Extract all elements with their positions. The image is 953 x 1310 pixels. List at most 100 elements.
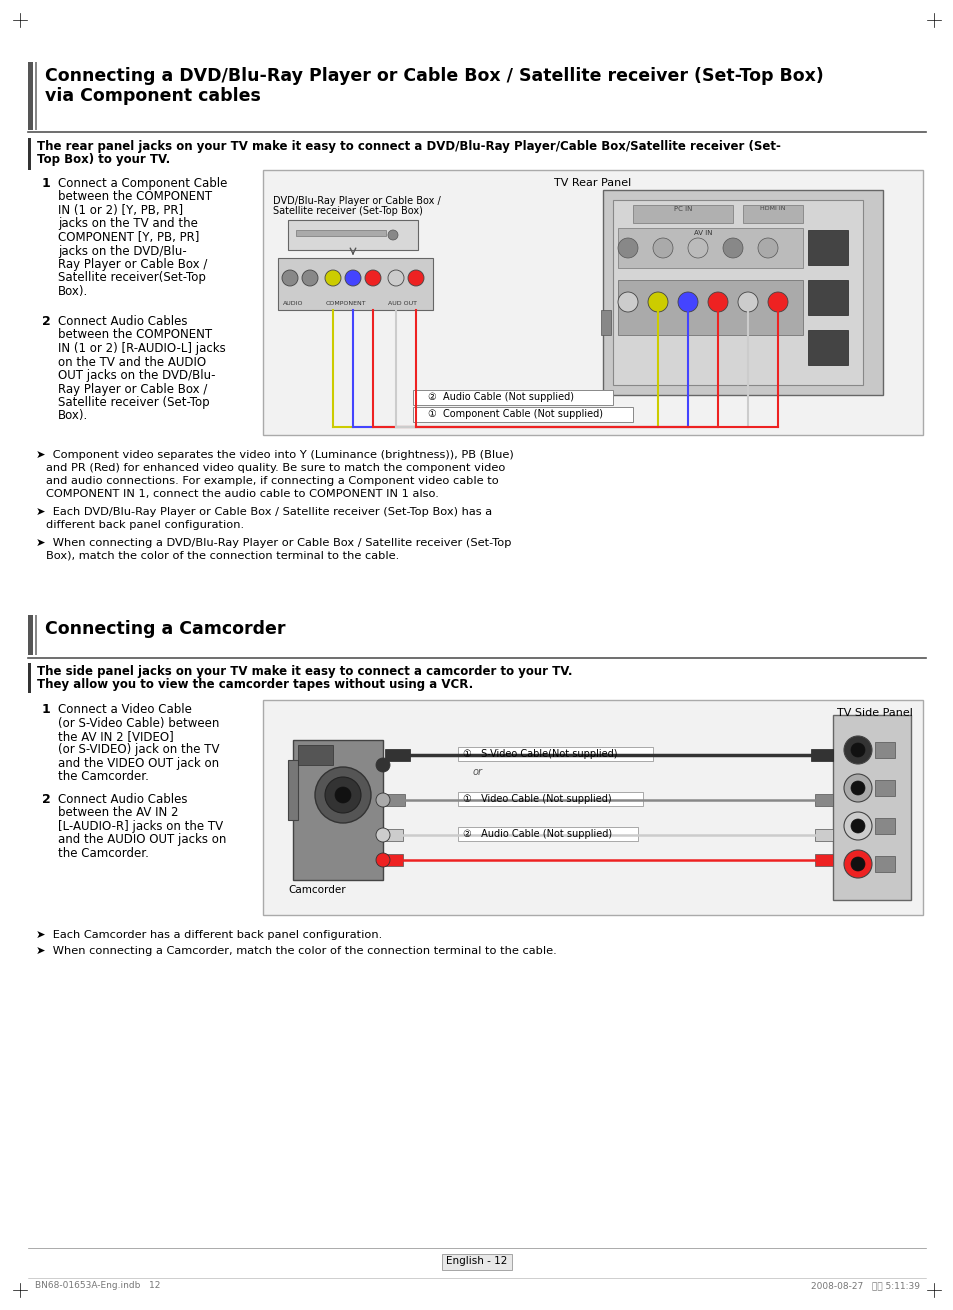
Circle shape — [375, 758, 390, 772]
Circle shape — [647, 292, 667, 312]
Text: the Camcorder.: the Camcorder. — [58, 848, 149, 859]
Text: 1: 1 — [42, 703, 51, 717]
Bar — [413, 390, 613, 405]
Circle shape — [618, 238, 638, 258]
Bar — [385, 829, 402, 841]
Bar — [413, 407, 633, 422]
Text: (or S-VIDEO) jack on the TV: (or S-VIDEO) jack on the TV — [58, 744, 219, 756]
Text: ➤  Each DVD/Blu-Ray Player or Cable Box / Satellite receiver (Set-Top Box) has a: ➤ Each DVD/Blu-Ray Player or Cable Box /… — [36, 507, 492, 517]
Circle shape — [375, 853, 390, 867]
Bar — [288, 760, 297, 820]
Text: jacks on the DVD/Blu-: jacks on the DVD/Blu- — [58, 245, 187, 258]
Text: Ray Player or Cable Box /: Ray Player or Cable Box / — [58, 258, 207, 271]
Circle shape — [843, 736, 871, 764]
Text: between the COMPONENT: between the COMPONENT — [58, 329, 212, 342]
Bar — [385, 854, 402, 866]
Text: [L-AUDIO-R] jacks on the TV: [L-AUDIO-R] jacks on the TV — [58, 820, 223, 833]
Bar — [807, 330, 847, 365]
Text: 2: 2 — [42, 793, 51, 806]
Bar — [742, 204, 802, 223]
Bar — [263, 700, 923, 914]
Circle shape — [758, 238, 778, 258]
Text: They allow you to view the camcorder tapes without using a VCR.: They allow you to view the camcorder tap… — [37, 679, 473, 690]
Text: ①   S-Video Cable(Not supplied): ① S-Video Cable(Not supplied) — [462, 749, 617, 758]
Circle shape — [618, 292, 638, 312]
Bar — [618, 228, 802, 269]
Text: IN (1 or 2) [R-AUDIO-L] jacks: IN (1 or 2) [R-AUDIO-L] jacks — [58, 342, 226, 355]
Text: and audio connections. For example, if connecting a Component video cable to: and audio connections. For example, if c… — [46, 476, 498, 486]
Bar — [874, 741, 894, 758]
Text: 1: 1 — [42, 177, 51, 190]
Text: ②   Audio Cable (Not supplied): ② Audio Cable (Not supplied) — [462, 829, 612, 838]
Text: AUD OUT: AUD OUT — [388, 301, 416, 307]
Bar — [385, 749, 410, 761]
Bar — [441, 1254, 512, 1269]
Circle shape — [843, 774, 871, 802]
Text: Connect Audio Cables: Connect Audio Cables — [58, 314, 188, 328]
Circle shape — [652, 238, 672, 258]
Bar — [874, 855, 894, 872]
Bar — [807, 280, 847, 314]
Bar — [832, 715, 910, 900]
Text: Satellite receiver(Set-Top: Satellite receiver(Set-Top — [58, 271, 206, 284]
Text: (or S-Video Cable) between: (or S-Video Cable) between — [58, 717, 219, 730]
Text: Box).: Box). — [58, 410, 89, 423]
Bar — [814, 794, 832, 806]
Text: jacks on the TV and the: jacks on the TV and the — [58, 217, 197, 231]
Text: ➤  Component video separates the video into Y (Luminance (brightness)), PB (Blue: ➤ Component video separates the video in… — [36, 451, 514, 460]
Text: OUT jacks on the DVD/Blu-: OUT jacks on the DVD/Blu- — [58, 369, 215, 383]
Text: Box).: Box). — [58, 286, 89, 297]
Text: AV IN: AV IN — [693, 231, 712, 236]
Bar — [618, 280, 802, 335]
Circle shape — [335, 787, 351, 803]
Bar — [814, 854, 832, 866]
Text: the Camcorder.: the Camcorder. — [58, 770, 149, 783]
Bar — [35, 62, 37, 130]
Text: TV Rear Panel: TV Rear Panel — [554, 178, 631, 189]
Circle shape — [325, 777, 360, 814]
Bar — [288, 220, 417, 250]
Text: Satellite receiver (Set-Top: Satellite receiver (Set-Top — [58, 396, 210, 409]
Text: Satellite receiver (Set-Top Box): Satellite receiver (Set-Top Box) — [273, 206, 422, 216]
Bar — [633, 204, 732, 223]
Circle shape — [302, 270, 317, 286]
Text: COMPONENT IN 1, connect the audio cable to COMPONENT IN 1 also.: COMPONENT IN 1, connect the audio cable … — [46, 489, 438, 499]
Text: Connecting a DVD/Blu-Ray Player or Cable Box / Satellite receiver (Set-Top Box): Connecting a DVD/Blu-Ray Player or Cable… — [45, 67, 822, 85]
Circle shape — [325, 270, 340, 286]
Text: ①  Component Cable (Not supplied): ① Component Cable (Not supplied) — [428, 409, 602, 419]
Text: PC IN: PC IN — [673, 206, 692, 212]
Circle shape — [375, 793, 390, 807]
Text: Top Box) to your TV.: Top Box) to your TV. — [37, 153, 170, 166]
Text: and the AUDIO OUT jacks on: and the AUDIO OUT jacks on — [58, 833, 226, 846]
Text: English - 12: English - 12 — [446, 1256, 507, 1265]
Circle shape — [282, 270, 297, 286]
Bar — [874, 779, 894, 796]
Text: Camcorder: Camcorder — [288, 886, 345, 895]
Circle shape — [365, 270, 380, 286]
Circle shape — [678, 292, 698, 312]
Text: ➤  When connecting a Camcorder, match the color of the connection terminal to th: ➤ When connecting a Camcorder, match the… — [36, 946, 557, 956]
Circle shape — [767, 292, 787, 312]
Text: The side panel jacks on your TV make it easy to connect a camcorder to your TV.: The side panel jacks on your TV make it … — [37, 665, 572, 679]
Text: 2: 2 — [42, 314, 51, 328]
Text: between the COMPONENT: between the COMPONENT — [58, 190, 212, 203]
Circle shape — [388, 231, 397, 240]
Bar — [457, 827, 638, 841]
Circle shape — [408, 270, 423, 286]
Circle shape — [687, 238, 707, 258]
Circle shape — [345, 270, 360, 286]
Bar — [457, 747, 652, 761]
Text: DVD/Blu-Ray Player or Cable Box /: DVD/Blu-Ray Player or Cable Box / — [273, 196, 440, 206]
Bar — [28, 62, 33, 130]
Bar — [277, 258, 433, 310]
Bar — [814, 829, 832, 841]
Text: or: or — [473, 766, 482, 777]
Text: The rear panel jacks on your TV make it easy to connect a DVD/Blu-Ray Player/Cab: The rear panel jacks on your TV make it … — [37, 140, 781, 153]
Text: Connecting a Camcorder: Connecting a Camcorder — [45, 620, 285, 638]
Text: between the AV IN 2: between the AV IN 2 — [58, 807, 178, 820]
Text: ➤  Each Camcorder has a different back panel configuration.: ➤ Each Camcorder has a different back pa… — [36, 930, 382, 941]
Circle shape — [388, 270, 403, 286]
Circle shape — [722, 238, 742, 258]
Circle shape — [707, 292, 727, 312]
Bar — [457, 793, 642, 806]
